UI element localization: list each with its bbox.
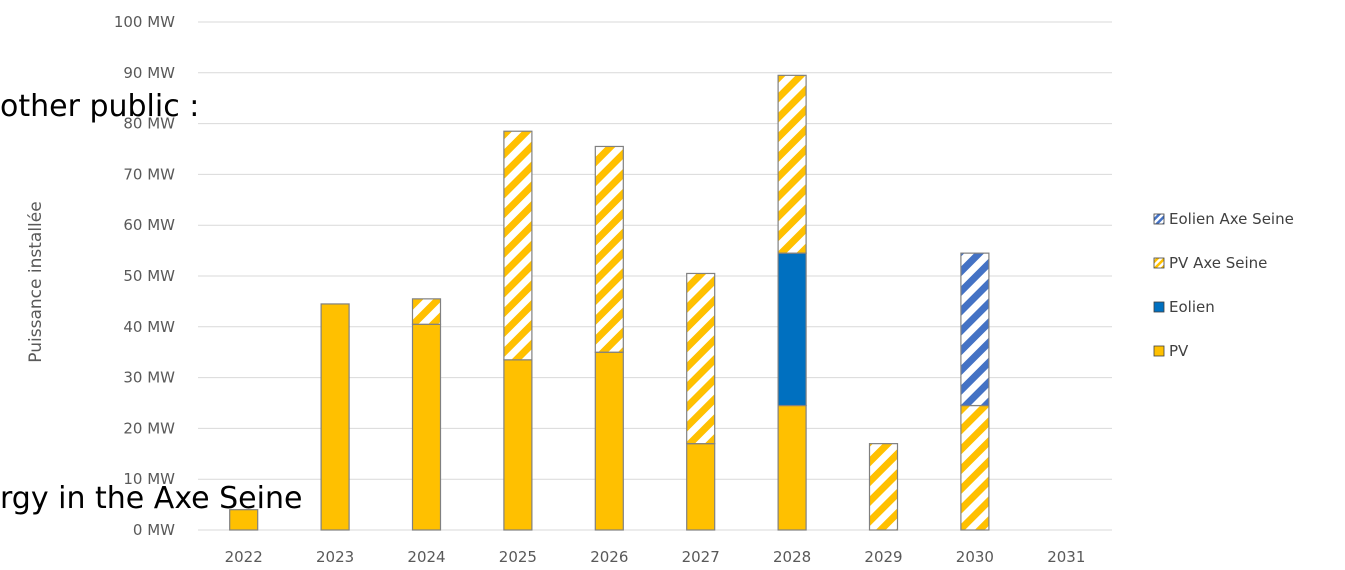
bar-segment: [411, 298, 442, 325]
y-tick-label: 10 MW: [123, 470, 175, 488]
y-axis-label: Puissance installée: [26, 201, 46, 362]
y-tick-label: 50 MW: [123, 267, 175, 285]
legend-swatch: [1153, 345, 1165, 357]
y-tick-label: 60 MW: [123, 216, 175, 234]
x-tick-label: 2026: [590, 548, 628, 566]
bar-segment: [777, 74, 807, 254]
bar-segment: [868, 443, 899, 531]
bar-segment: [777, 404, 807, 531]
y-tick-label: 40 MW: [123, 318, 175, 336]
bar-segment: [503, 130, 533, 361]
y-tick-label: 80 MW: [123, 115, 175, 133]
y-axis-tick-labels: 0 MW 10 MW 20 MW 30 MW 40 MW 50 MW 60 MW 70 MW 8…: [114, 13, 175, 539]
legend-label: PV Axe Seine: [1169, 254, 1267, 272]
y-tick-label: 90 MW: [123, 64, 175, 82]
bar-segment: [594, 351, 624, 531]
bar-segment: [503, 359, 533, 531]
x-tick-label: 2029: [864, 548, 902, 566]
bar-segment: [686, 443, 716, 531]
x-tick-label: 2025: [499, 548, 537, 566]
legend-label: Eolien: [1169, 298, 1215, 316]
bar-segment: [411, 323, 442, 531]
y-tick-label: 0 MW: [133, 521, 175, 539]
bar-segment: [960, 252, 990, 407]
legend-swatch: [1153, 257, 1165, 269]
bar-segment: [594, 145, 624, 353]
y-tick-label: 30 MW: [123, 369, 175, 387]
x-tick-label: 2023: [316, 548, 354, 566]
legend: Eolien Axe Seine PV Axe Seine Eolien PV: [1153, 210, 1294, 360]
overlay-text-top: other public :: [0, 89, 200, 124]
gridlines: [198, 21, 1112, 531]
legend-swatch: [1153, 213, 1165, 225]
bar-segment: [229, 509, 259, 531]
x-tick-label: 2027: [682, 548, 720, 566]
overlay-text-bottom: rgy in the Axe Seine: [0, 481, 303, 516]
x-axis-tick-labels: 2022 2023 2024 2025 2026 2027 2028 2029 2030 2031: [225, 548, 1086, 566]
bar-segment: [777, 252, 807, 407]
legend-label: Eolien Axe Seine: [1169, 210, 1294, 228]
bars: [229, 74, 990, 531]
x-tick-label: 2022: [225, 548, 263, 566]
x-tick-label: 2031: [1047, 548, 1085, 566]
legend-swatch: [1153, 301, 1165, 313]
y-tick-label: 70 MW: [123, 165, 175, 183]
x-tick-label: 2024: [407, 548, 445, 566]
bar-segment: [320, 303, 350, 531]
bar-segment: [960, 404, 990, 531]
bar-segment: [686, 272, 716, 445]
y-tick-label: 100 MW: [114, 13, 175, 31]
y-tick-label: 20 MW: [123, 419, 175, 437]
x-tick-label: 2030: [956, 548, 994, 566]
x-tick-label: 2028: [773, 548, 811, 566]
legend-label: PV: [1169, 342, 1189, 360]
